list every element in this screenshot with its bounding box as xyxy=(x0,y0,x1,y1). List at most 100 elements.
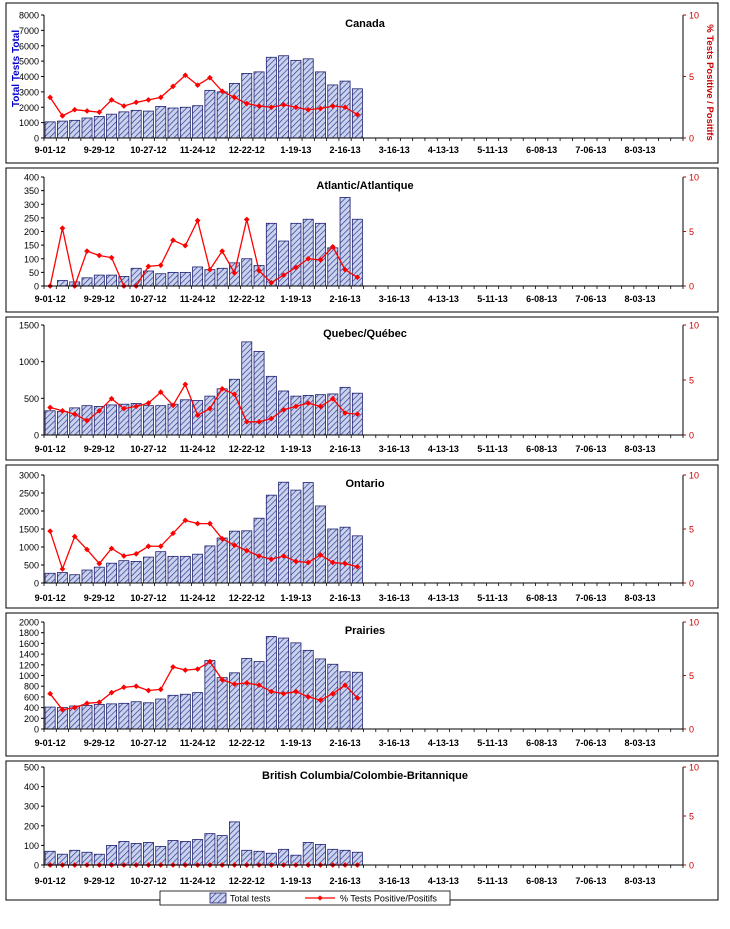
x-tick-label: 2-16-13 xyxy=(330,593,361,603)
bar-total-tests xyxy=(241,530,253,584)
bar-total-tests xyxy=(192,839,204,866)
y-tick-label: 200 xyxy=(24,227,39,237)
line-point xyxy=(47,94,54,101)
y-tick-label: 0 xyxy=(34,134,39,144)
line-point xyxy=(329,395,336,402)
line-point xyxy=(256,553,263,559)
line-point xyxy=(157,389,164,396)
x-tick-label: 10-27-12 xyxy=(130,593,166,603)
line-point xyxy=(145,543,152,550)
line-point xyxy=(84,248,90,255)
bar-total-tests xyxy=(229,821,240,866)
x-tick-label: 7-06-13 xyxy=(575,145,606,155)
y2-tick-label: 0 xyxy=(689,861,694,871)
bar-total-tests xyxy=(179,555,191,584)
line-point xyxy=(133,403,140,410)
x-tick-label: 2-16-13 xyxy=(330,294,361,304)
bar-total-tests xyxy=(315,658,326,730)
x-tick-label: 2-16-13 xyxy=(330,145,361,155)
x-tick-label: 9-29-12 xyxy=(84,294,115,304)
bar-total-tests xyxy=(143,405,154,436)
bar-total-tests xyxy=(265,494,277,584)
y-tick-label: 500 xyxy=(24,561,39,571)
legend: Total tests % Tests Positive/Positifs xyxy=(159,890,451,906)
line-point xyxy=(170,402,176,409)
x-tick-label: 5-11-13 xyxy=(477,876,508,886)
x-tick-label: 5-11-13 xyxy=(477,593,508,603)
bar-total-tests xyxy=(302,649,314,730)
bar-total-tests xyxy=(302,218,314,287)
bar-total-tests xyxy=(167,107,179,139)
legend-swatch-marker xyxy=(317,895,323,901)
y-tick-label: 500 xyxy=(24,394,39,404)
line-point xyxy=(231,94,238,101)
line-point xyxy=(59,225,66,232)
y-tick-label: 1200 xyxy=(19,660,39,670)
bar-total-tests xyxy=(278,240,290,287)
bar-total-tests xyxy=(179,399,191,436)
x-tick-label: 4-13-13 xyxy=(428,876,459,886)
line-point xyxy=(182,381,189,388)
bar-total-tests xyxy=(167,694,179,730)
line-point xyxy=(219,535,226,542)
chart-panel-3: 0 500 1000 1500 2000 2500 3000 0 5 10 9-01-12 9-29-… xyxy=(5,464,719,609)
bar-total-tests xyxy=(106,703,118,730)
line-point xyxy=(206,405,213,412)
line-point xyxy=(354,563,361,570)
bar-total-tests xyxy=(179,271,191,287)
x-tick-label: 2-16-13 xyxy=(330,738,361,748)
bar-total-tests xyxy=(56,280,68,287)
x-tick-label: 11-24-12 xyxy=(180,876,216,886)
line-point xyxy=(120,553,127,559)
y-tick-label: 350 xyxy=(24,186,39,196)
x-tick-label: 10-27-12 xyxy=(130,738,166,748)
bar-total-tests xyxy=(229,530,240,584)
x-tick-label: 12-22-12 xyxy=(229,294,265,304)
y-tick-label: 500 xyxy=(24,763,39,773)
x-tick-label: 5-11-13 xyxy=(477,738,508,748)
y-tick-label: 800 xyxy=(24,682,39,692)
bar-total-tests xyxy=(81,569,93,584)
line-point xyxy=(342,682,349,689)
line-point xyxy=(342,560,349,567)
line-point xyxy=(243,680,250,686)
bar-total-tests xyxy=(44,706,56,730)
bar-total-tests xyxy=(179,106,191,139)
bar-total-tests xyxy=(155,273,167,287)
line-point xyxy=(268,279,275,286)
x-tick-label: 9-01-12 xyxy=(35,738,66,748)
y-tick-label: 1400 xyxy=(19,650,39,660)
y-tick-label: 400 xyxy=(24,173,39,183)
bar-total-tests xyxy=(118,111,130,139)
y-tick-label: 100 xyxy=(24,254,39,264)
x-tick-label: 9-29-12 xyxy=(84,444,115,454)
line-point xyxy=(194,412,201,419)
line-point xyxy=(231,269,238,276)
bar-total-tests xyxy=(290,59,302,139)
line-point xyxy=(157,543,164,550)
x-tick-label: 1-19-13 xyxy=(280,738,311,748)
bar-total-tests xyxy=(81,705,93,730)
line-point xyxy=(256,267,263,274)
line-point xyxy=(47,528,54,535)
bar-total-tests xyxy=(93,116,105,139)
legend-label-line: % Tests Positive/Positifs xyxy=(340,894,437,904)
bar-total-tests xyxy=(339,671,351,730)
bar-total-tests xyxy=(192,692,204,730)
line-point xyxy=(292,403,299,410)
x-tick-label: 9-01-12 xyxy=(35,145,66,155)
line-point xyxy=(206,74,213,81)
bar-total-tests xyxy=(315,222,326,287)
line-point xyxy=(194,217,201,224)
bar-total-tests xyxy=(93,274,105,287)
bar-total-tests xyxy=(339,526,351,584)
line-point xyxy=(256,103,263,109)
line-point xyxy=(96,109,103,116)
bar-total-tests xyxy=(167,403,179,436)
bar-total-tests xyxy=(229,83,240,139)
line-point xyxy=(120,684,127,691)
x-tick-label: 4-13-13 xyxy=(428,145,459,155)
bar-total-tests xyxy=(265,636,277,730)
bar-total-tests xyxy=(216,91,228,139)
